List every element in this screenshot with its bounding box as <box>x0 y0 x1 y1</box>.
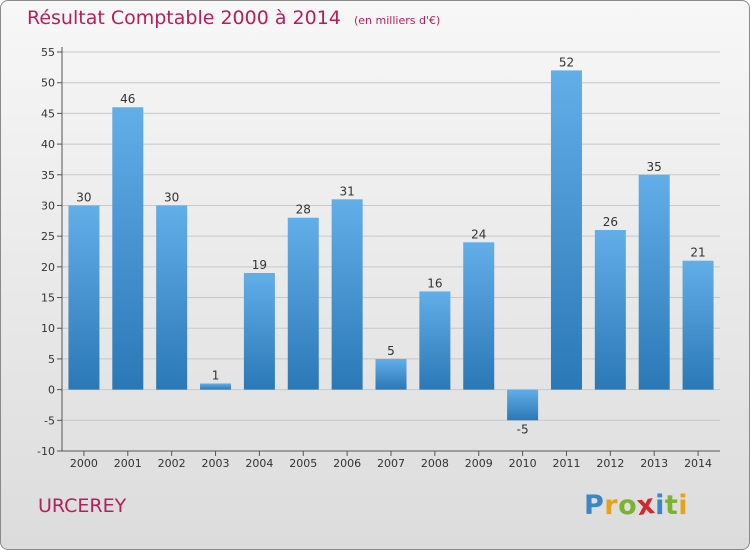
data-label: 19 <box>252 258 267 272</box>
y-tick-label: 40 <box>41 138 55 151</box>
x-tick-label: 2014 <box>684 457 712 470</box>
x-tick-label: 2000 <box>70 457 98 470</box>
data-label: 5 <box>387 344 395 358</box>
y-tick-label: 45 <box>41 107 55 120</box>
proxiti-logo: Proxiti <box>584 488 689 523</box>
chart-subtitle: (en milliers d'€) <box>353 14 441 27</box>
x-tick-label: 2003 <box>202 457 230 470</box>
y-tick-label: 20 <box>41 261 55 274</box>
logo-letter: i <box>678 490 689 521</box>
labels: -10-505101520253035404550553020004620013… <box>37 46 712 470</box>
data-label: 16 <box>427 276 442 290</box>
data-label: 35 <box>647 160 662 174</box>
axes <box>57 47 720 456</box>
x-tick-label: 2006 <box>333 457 361 470</box>
bar <box>112 107 144 390</box>
bar <box>243 272 275 390</box>
x-tick-label: 2001 <box>114 457 142 470</box>
logo-letter: o <box>618 490 638 521</box>
data-label: 28 <box>296 203 311 217</box>
x-tick-label: 2012 <box>596 457 624 470</box>
logo-letter: t <box>664 490 679 521</box>
data-label: 46 <box>120 92 135 106</box>
commune-name: URCEREY <box>38 495 127 517</box>
x-tick-label: 2005 <box>289 457 317 470</box>
y-tick-label: 55 <box>41 46 55 59</box>
bar <box>419 291 451 390</box>
logo-letter: i <box>655 490 665 521</box>
data-label: 31 <box>339 184 354 198</box>
data-label: 1 <box>212 368 220 382</box>
bar <box>68 205 100 390</box>
bar <box>463 242 495 390</box>
bar <box>375 358 407 390</box>
y-tick-label: 30 <box>41 199 55 212</box>
bar <box>287 217 319 390</box>
y-tick-label: 15 <box>41 292 55 305</box>
bar <box>507 389 539 421</box>
bar <box>200 383 232 390</box>
logo-letter: P <box>584 490 605 521</box>
x-tick-label: 2002 <box>158 457 186 470</box>
x-tick-label: 2007 <box>377 457 405 470</box>
bar <box>682 260 714 390</box>
data-label: 24 <box>471 227 486 241</box>
y-tick-label: -10 <box>37 445 55 458</box>
chart-title: Résultat Comptable 2000 à 2014 <box>27 7 341 29</box>
x-tick-label: 2010 <box>509 457 537 470</box>
bar <box>156 205 188 390</box>
x-tick-label: 2008 <box>421 457 449 470</box>
logo-letter: x <box>635 488 658 523</box>
y-tick-label: 25 <box>41 230 55 243</box>
y-tick-label: 5 <box>48 353 55 366</box>
x-tick-label: 2013 <box>640 457 668 470</box>
data-label: 30 <box>76 190 91 204</box>
y-tick-label: 10 <box>41 322 55 335</box>
bars <box>68 70 714 421</box>
y-tick-label: 50 <box>41 77 55 90</box>
data-label: 21 <box>690 246 705 260</box>
data-label: 52 <box>559 55 574 69</box>
x-tick-label: 2011 <box>552 457 580 470</box>
data-label: -5 <box>517 422 529 436</box>
logo-letter: r <box>604 490 619 521</box>
bar <box>331 199 363 390</box>
y-tick-label: 0 <box>48 384 55 397</box>
x-tick-label: 2004 <box>245 457 273 470</box>
bar <box>638 174 670 390</box>
bar <box>594 230 626 390</box>
data-label: 30 <box>164 190 179 204</box>
y-tick-label: -5 <box>44 414 55 427</box>
x-tick-label: 2009 <box>465 457 493 470</box>
bar <box>550 70 582 390</box>
y-tick-label: 35 <box>41 169 55 182</box>
data-label: 26 <box>603 215 618 229</box>
title-row: Résultat Comptable 2000 à 2014 (en milli… <box>27 7 440 29</box>
